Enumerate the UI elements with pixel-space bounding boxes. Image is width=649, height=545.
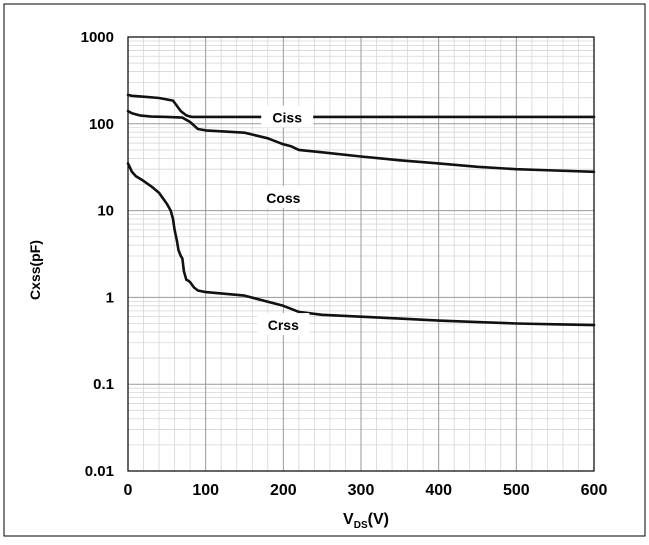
- y-axis-label: Cxss(pF): [27, 240, 43, 300]
- y-tick-label: 0.01: [85, 463, 114, 480]
- annotation-ciss: Ciss: [272, 110, 302, 126]
- series-line-ciss: [126, 93, 596, 119]
- x-axis-label-unit: (V): [368, 511, 389, 528]
- x-tick-labels: 0 100 200 300 400 500 600: [124, 482, 608, 499]
- y-tick-label: 0.1: [93, 376, 114, 393]
- series-line-coss: [126, 109, 596, 174]
- x-axis-label-subscript: DS: [354, 520, 368, 531]
- annotation-coss: Coss: [266, 190, 300, 206]
- series-layer: [126, 93, 596, 327]
- x-tick-label: 0: [124, 482, 133, 499]
- x-tick-label: 100: [192, 482, 219, 499]
- x-tick-label: 400: [425, 482, 452, 499]
- chart-border: [3, 3, 646, 537]
- x-tick-label: 300: [348, 482, 375, 499]
- y-tick-label: 1000: [81, 29, 114, 46]
- annotation-layer: Ciss Coss Crss: [257, 105, 314, 336]
- series-line-crss: [126, 162, 596, 327]
- annotation-bg-coss: [257, 185, 310, 208]
- x-axis-label: VDS(V): [343, 511, 389, 531]
- x-tick-label: 500: [503, 482, 530, 499]
- x-tick-label: 200: [270, 482, 297, 499]
- y-tick-labels: 0.01 0.1 1 10 100 1000: [81, 29, 114, 480]
- y-tick-label: 1: [106, 289, 114, 306]
- y-tick-label: 10: [97, 203, 114, 220]
- annotation-bg-crss: [257, 313, 310, 336]
- annotation-crss: Crss: [268, 317, 299, 333]
- annotation-bg-ciss: [261, 105, 314, 128]
- plot-area-frame: [127, 36, 595, 472]
- x-tick-label: 600: [581, 482, 608, 499]
- x-axis-label-main: V: [343, 511, 354, 528]
- y-tick-label: 100: [89, 116, 114, 133]
